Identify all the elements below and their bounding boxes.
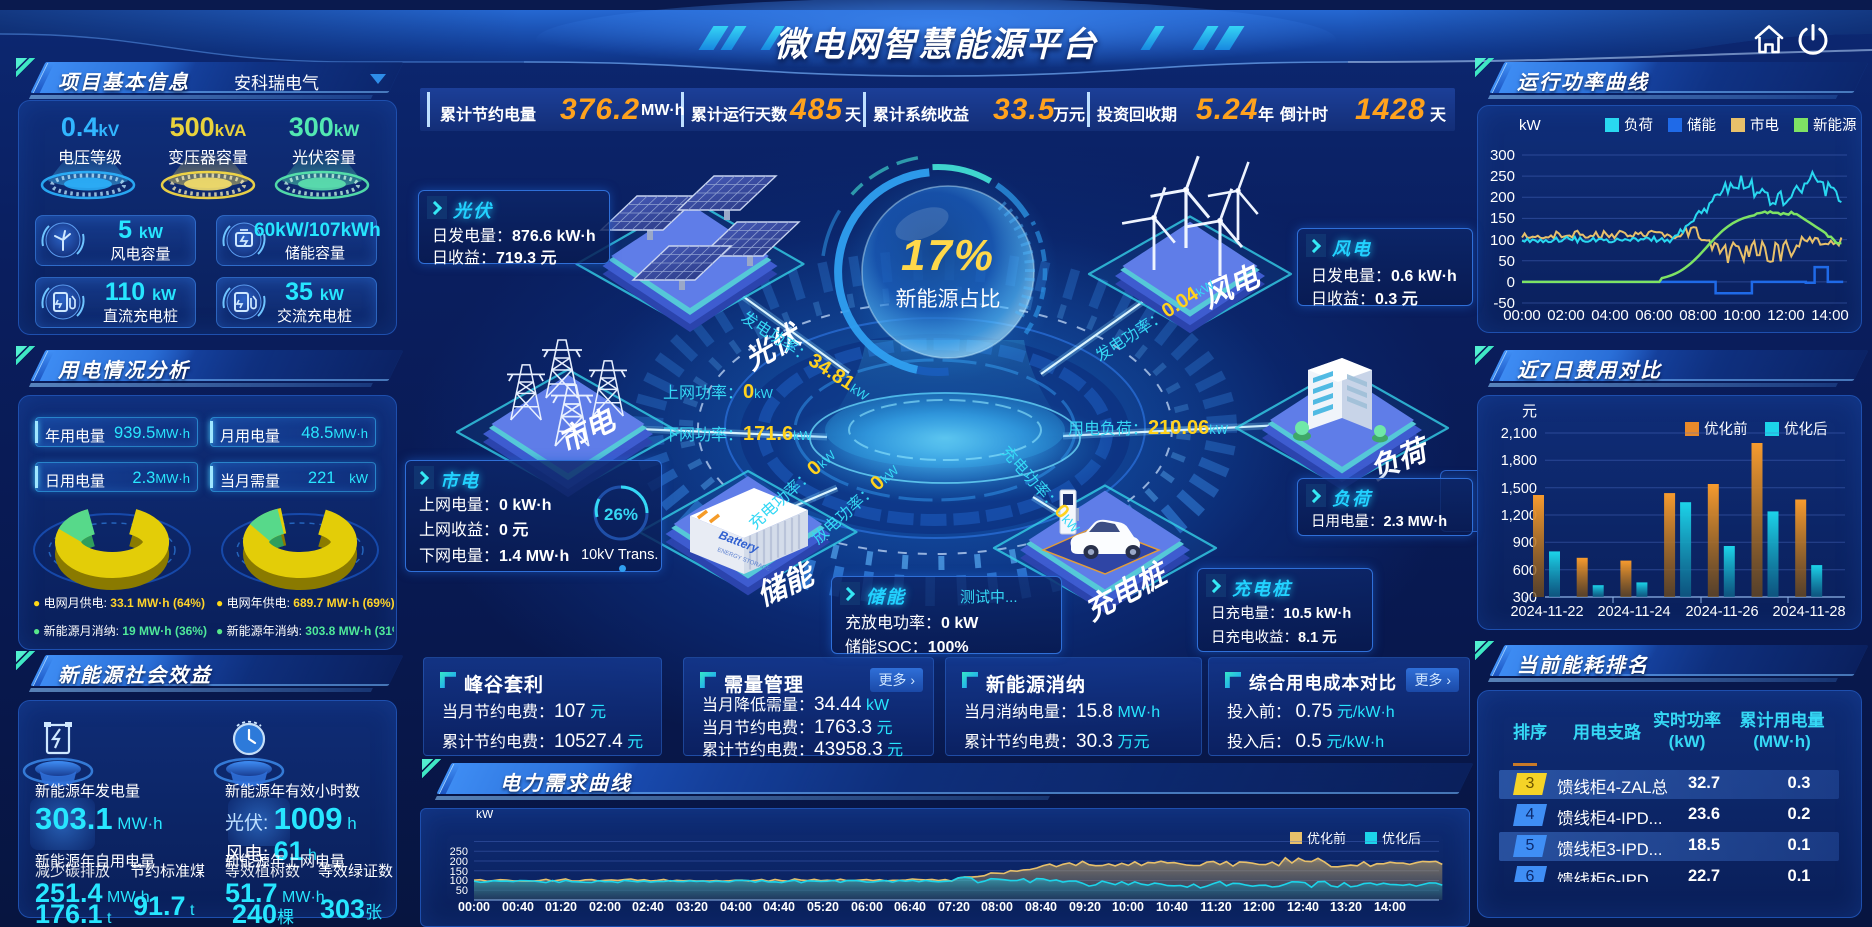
- svg-text:优化后: 优化后: [1382, 831, 1421, 846]
- svg-text:优化前: 优化前: [1704, 421, 1748, 438]
- svg-text:1,800: 1,800: [1501, 453, 1537, 469]
- svg-text:10:00: 10:00: [1112, 900, 1144, 914]
- svg-text:2024-11-22: 2024-11-22: [1510, 604, 1583, 620]
- svg-text:00:00: 00:00: [1503, 307, 1541, 324]
- svg-text:1,500: 1,500: [1501, 481, 1537, 497]
- svg-text:11:20: 11:20: [1200, 900, 1231, 914]
- svg-text:08:00: 08:00: [981, 900, 1013, 914]
- svg-text:04:00: 04:00: [1591, 307, 1629, 324]
- svg-text:150: 150: [450, 866, 468, 878]
- svg-text:优化前: 优化前: [1307, 831, 1346, 846]
- svg-text:储能: 储能: [1687, 117, 1716, 134]
- svg-text:14:00: 14:00: [1374, 900, 1406, 914]
- svg-text:01:20: 01:20: [545, 900, 577, 914]
- svg-text:kW: kW: [476, 810, 494, 821]
- svg-text:上网功率：0kW: 上网功率：0kW: [663, 381, 774, 403]
- svg-text:50: 50: [1498, 253, 1515, 270]
- svg-text:2024-11-28: 2024-11-28: [1772, 604, 1845, 620]
- svg-text:10:00: 10:00: [1723, 307, 1761, 324]
- svg-text:250: 250: [450, 846, 468, 858]
- svg-text:300: 300: [1513, 590, 1537, 606]
- svg-text:150: 150: [1490, 210, 1515, 227]
- svg-text:13:20: 13:20: [1330, 900, 1362, 914]
- svg-text:08:40: 08:40: [1025, 900, 1057, 914]
- svg-text:02:00: 02:00: [589, 900, 621, 914]
- svg-text:06:00: 06:00: [1635, 307, 1673, 324]
- svg-text:10:40: 10:40: [1156, 900, 1188, 914]
- svg-text:kW: kW: [1519, 117, 1542, 134]
- svg-text:2024-11-24: 2024-11-24: [1597, 604, 1670, 620]
- svg-text:09:20: 09:20: [1069, 900, 1101, 914]
- svg-text:优化后: 优化后: [1784, 421, 1828, 438]
- svg-text:12:00: 12:00: [1767, 307, 1805, 324]
- svg-text:04:40: 04:40: [763, 900, 795, 914]
- svg-text:2,100: 2,100: [1501, 426, 1537, 442]
- svg-text:200: 200: [450, 856, 468, 868]
- svg-text:0: 0: [1507, 274, 1515, 291]
- svg-text:新能源占比: 新能源占比: [896, 288, 1001, 311]
- svg-text:50: 50: [456, 885, 468, 897]
- svg-text:02:00: 02:00: [1547, 307, 1585, 324]
- svg-text:05:20: 05:20: [807, 900, 839, 914]
- svg-text:100: 100: [450, 875, 468, 887]
- svg-text:元: 元: [1522, 403, 1537, 420]
- svg-text:26%: 26%: [604, 505, 638, 524]
- svg-text:06:00: 06:00: [851, 900, 883, 914]
- svg-text:250: 250: [1490, 168, 1515, 185]
- svg-text:900: 900: [1513, 535, 1537, 551]
- svg-text:300: 300: [1490, 147, 1515, 164]
- svg-text:用电负荷：210.06kW: 用电负荷：210.06kW: [1068, 417, 1229, 439]
- svg-text:02:40: 02:40: [632, 900, 664, 914]
- svg-text:14:00: 14:00: [1811, 307, 1849, 324]
- svg-text:04:00: 04:00: [720, 900, 752, 914]
- svg-text:下网功率：171.6kW: 下网功率：171.6kW: [663, 423, 813, 445]
- svg-text:12:00: 12:00: [1243, 900, 1275, 914]
- svg-text:03:20: 03:20: [676, 900, 708, 914]
- svg-text:00:00: 00:00: [458, 900, 490, 914]
- svg-text:200: 200: [1490, 189, 1515, 206]
- svg-text:06:40: 06:40: [894, 900, 926, 914]
- svg-text:07:20: 07:20: [938, 900, 970, 914]
- svg-text:08:00: 08:00: [1679, 307, 1717, 324]
- svg-text:2024-11-26: 2024-11-26: [1685, 604, 1758, 620]
- svg-text:新能源: 新能源: [1813, 117, 1857, 134]
- svg-text:-50: -50: [1493, 295, 1515, 312]
- svg-text:1,200: 1,200: [1501, 508, 1537, 524]
- svg-text:17%: 17%: [901, 231, 995, 280]
- svg-text:负荷: 负荷: [1624, 117, 1653, 134]
- svg-text:100: 100: [1490, 232, 1515, 249]
- svg-text:00:40: 00:40: [502, 900, 534, 914]
- svg-text:600: 600: [1513, 563, 1537, 579]
- svg-text:12:40: 12:40: [1287, 900, 1319, 914]
- svg-text:市电: 市电: [1750, 117, 1779, 134]
